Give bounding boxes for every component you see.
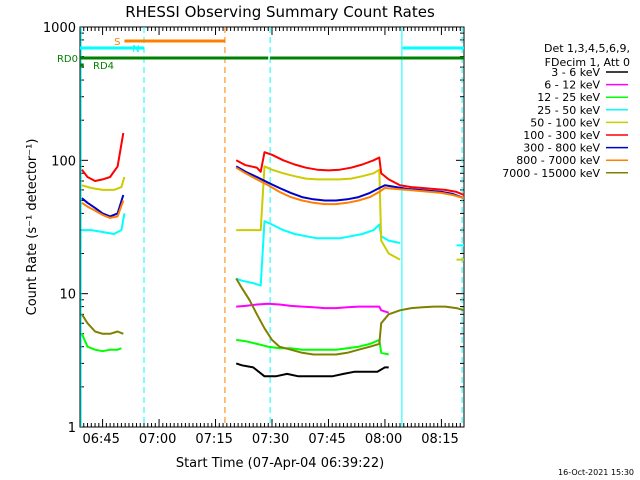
- x-tick-label: 07:45: [308, 432, 345, 447]
- series-line-9: [81, 277, 465, 356]
- series-line-5: [81, 165, 464, 261]
- legend-entry-label: 300 - 800 keV: [523, 142, 600, 155]
- legend-entry-label: 25 - 50 keV: [537, 104, 600, 117]
- y-tick-label: 1: [68, 421, 76, 436]
- y-tick-label: 100: [51, 154, 76, 169]
- series-line-1: [235, 362, 389, 378]
- y-tick-label: 10: [59, 288, 76, 303]
- flag-label-s: S: [114, 37, 120, 48]
- legend-entry-label: 100 - 300 keV: [523, 129, 600, 142]
- legend-entry-label: 800 - 7000 keV: [516, 154, 600, 167]
- series-line-7: [81, 165, 465, 218]
- flag-label-rd4: RD4: [93, 61, 114, 72]
- series-line-4: [81, 213, 464, 287]
- legend-entry-label: 6 - 12 keV: [544, 79, 600, 92]
- series-line-6: [81, 132, 465, 196]
- x-tick-label: 07:30: [252, 432, 289, 447]
- x-tick-label: 06:45: [82, 432, 119, 447]
- legend-header-line-2: FDecim 1, Att 0: [545, 56, 630, 69]
- legend-entry-label: 3 - 6 keV: [551, 66, 600, 79]
- y-tick-label: 1000: [43, 21, 76, 36]
- legend-entry-label: 12 - 25 keV: [537, 91, 600, 104]
- flag-label-n: N: [132, 44, 139, 55]
- legend-entry-label: 50 - 100 keV: [530, 116, 600, 129]
- x-tick-label: 07:00: [139, 432, 176, 447]
- series-line-8: [81, 166, 465, 219]
- x-axis-label: Start Time (07-Apr-04 06:39:22): [176, 456, 384, 471]
- chart-title: RHESSI Observing Summary Count Rates: [125, 3, 435, 21]
- x-tick-label: 08:00: [365, 432, 402, 447]
- y-axis-label: Count Rate (s⁻¹ detector⁻¹): [25, 139, 40, 316]
- series-line-2: [236, 302, 390, 314]
- footer-date: 16-Oct-2021 15:30: [558, 468, 634, 477]
- x-tick-label: 08:15: [421, 432, 458, 447]
- x-tick-label: 07:15: [195, 432, 232, 447]
- plot-frame: [79, 26, 465, 428]
- plot-area: 1 10 100 1000 06:45 07:00 07:15 07:30 07:45 08:00…: [43, 21, 465, 447]
- series-line-3: [80, 333, 389, 356]
- flag-label-rd0: RD0: [57, 54, 78, 65]
- legend-header-line-1: Det 1,3,4,5,6,9,: [544, 42, 630, 55]
- legend-entry-label: 7000 - 15000 keV: [502, 167, 600, 180]
